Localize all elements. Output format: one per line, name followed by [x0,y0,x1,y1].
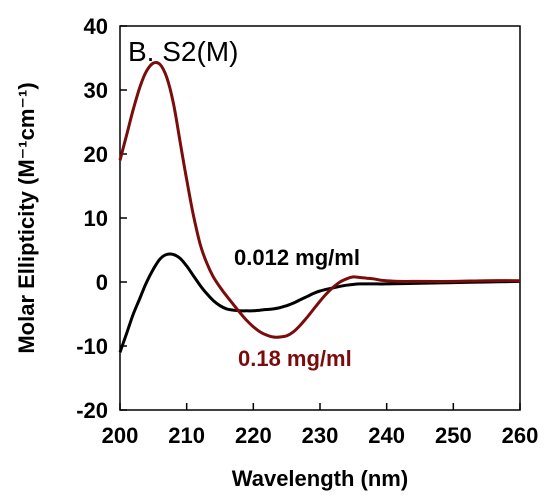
series-line-1 [118,60,521,339]
y-tick-label: 30 [84,78,108,103]
y-tick-label: -20 [76,398,108,423]
x-tick-label: 210 [168,423,205,448]
x-tick-label: 200 [102,423,139,448]
series-line-0 [118,252,521,353]
y-tick-label: 0 [96,270,108,295]
x-tick-label: 220 [235,423,272,448]
y-ticks: -20 -10 0 10 20 30 40 [76,14,127,423]
y-axis-label: Molar Ellipticity (M⁻¹cm⁻¹) [14,82,39,353]
x-tick-label: 250 [435,423,472,448]
x-tick-label: 230 [302,423,339,448]
y-tick-label: 10 [84,206,108,231]
x-tick-label: 240 [368,423,405,448]
x-tick-label: 260 [502,423,539,448]
series-label-high: 0.18 mg/ml [238,346,352,371]
chart-title: B. S2(M) [128,36,238,67]
series-label-low: 0.012 mg/ml [234,245,360,270]
y-tick-label: 20 [84,142,108,167]
series-lines [118,60,521,353]
y-tick-label: 40 [84,14,108,39]
x-ticks: 200 210 220 230 240 250 260 [102,403,539,448]
y-tick-label: -10 [76,334,108,359]
x-axis-label: Wavelength (nm) [232,466,408,491]
